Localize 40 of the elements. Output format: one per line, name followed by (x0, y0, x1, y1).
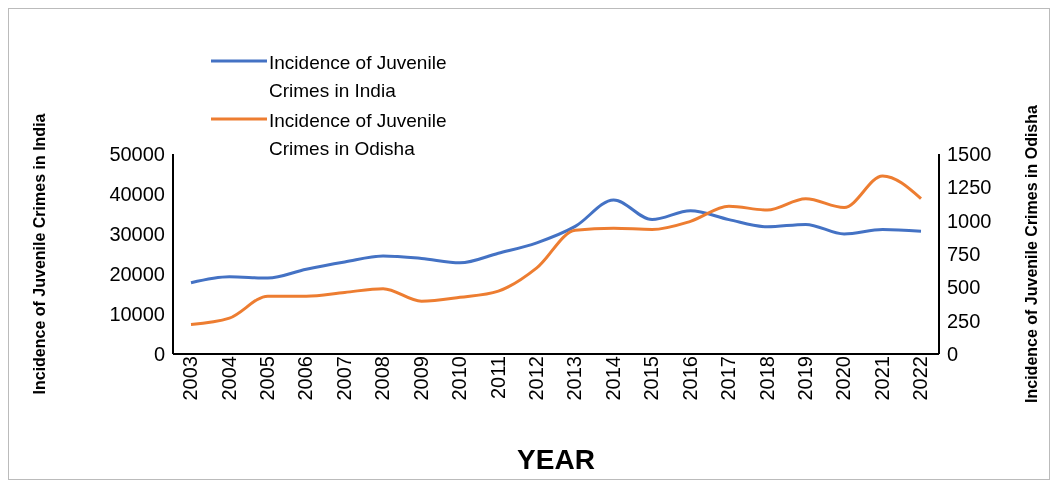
y2-tick-label: 750 (947, 243, 981, 266)
x-tick-label: 2013 (563, 356, 586, 401)
y-tick-label: 0 (153, 343, 165, 366)
y-tick-label: 30000 (109, 223, 165, 246)
x-tick-label: 2019 (793, 356, 816, 401)
x-tick-label: 2008 (371, 356, 394, 401)
y2-tick-label: 1000 (947, 209, 992, 232)
y-tick-label: 50000 (109, 143, 165, 166)
y2-tick-label: 1500 (947, 143, 992, 166)
y2-tick-label: 1250 (947, 176, 992, 199)
x-tick-label: 2011 (486, 356, 509, 400)
x-tick-label: 2010 (448, 356, 471, 401)
x-tick-label: 2009 (409, 356, 432, 401)
y2-axis-title: Incidence of Juvenile Crimes in Odisha (1022, 104, 1040, 403)
y-tick-label: 40000 (109, 183, 165, 206)
x-tick-label: 2003 (179, 356, 202, 401)
x-axis-title: YEAR (517, 444, 595, 475)
legend-label: Incidence of Juvenile Crimes in Odisha (269, 109, 448, 161)
x-tick-label: 2005 (256, 356, 279, 401)
x-tick-label: 2020 (832, 356, 855, 401)
y-tick-label: 20000 (109, 263, 165, 286)
x-tick-label: 2015 (640, 356, 663, 401)
y-axis-title: Incidence of Juvenile Crimes in India (30, 113, 48, 395)
x-tick-label: 2004 (217, 356, 240, 401)
x-tick-label: 2016 (678, 356, 701, 401)
x-tick-label: 2022 (909, 356, 932, 401)
x-tick-label: 2014 (601, 356, 624, 401)
x-tick-label: 2006 (294, 356, 317, 401)
line-series (189, 198, 923, 285)
legend-label: Incidence of Juvenile Crimes in India (269, 51, 448, 103)
y2-tick-label: 0 (947, 343, 959, 366)
line-series (189, 174, 923, 326)
y2-tick-label: 500 (947, 276, 981, 299)
x-tick-label: 2021 (870, 356, 893, 401)
x-tick-label: 2007 (332, 356, 355, 401)
x-tick-label: 2017 (717, 356, 740, 401)
x-tick-label: 2018 (755, 356, 778, 401)
y-tick-label: 10000 (109, 303, 165, 326)
x-tick-label: 2012 (524, 356, 547, 401)
y2-tick-label: 250 (947, 309, 981, 332)
